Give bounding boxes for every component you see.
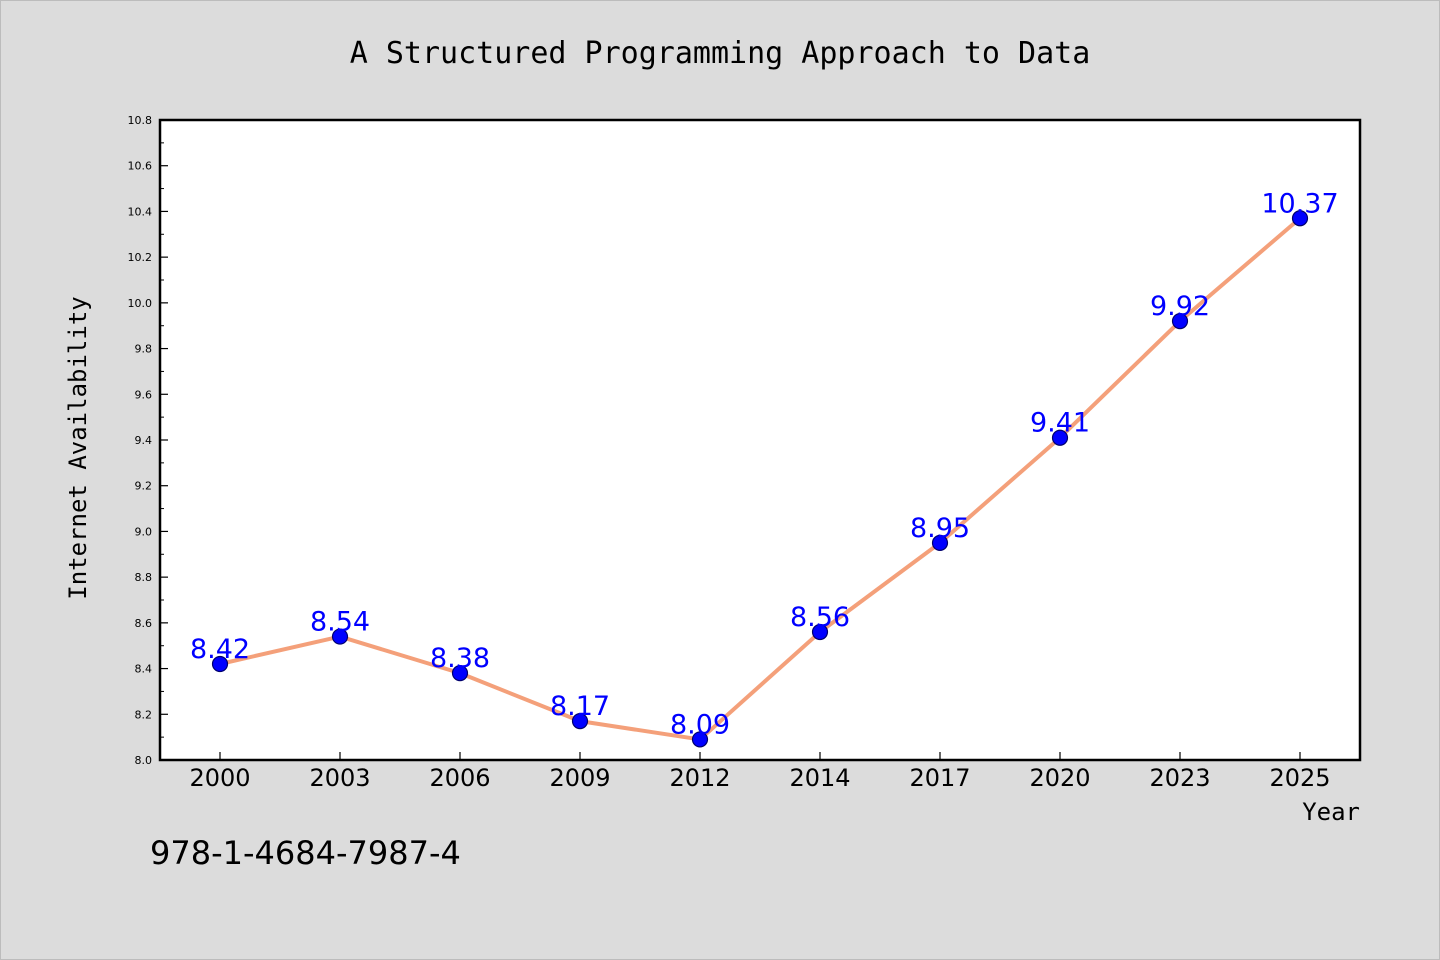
isbn-text: 978-1-4684-7987-4 — [150, 834, 461, 872]
x-tick-label: 2003 — [309, 764, 370, 792]
series-line-group — [219, 216, 1302, 742]
data-points — [211, 210, 1309, 748]
y-axis-label: Internet Availability — [64, 296, 92, 599]
data-labels: 8.42 8.54 8.38 8.17 8.09 8.56 8.95 9.41 9.92 10.3… — [190, 188, 1339, 740]
data-point — [451, 665, 469, 682]
y-tick-label: 9.6 — [135, 388, 153, 401]
data-label: 9.41 — [1030, 408, 1090, 439]
series-line — [219, 216, 1302, 742]
x-tick-label: 2017 — [909, 764, 970, 792]
x-tick-label: 2000 — [189, 764, 250, 792]
y-axis-ticks: 8.0 8.2 8.4 8.6 8.8 9.0 9.2 9.4 9.6 9.8 10.0 10.2 10… — [128, 114, 168, 767]
x-tick-label: 2012 — [669, 764, 730, 792]
data-label: 8.09 — [670, 709, 730, 740]
data-label: 8.17 — [550, 691, 610, 722]
data-label: 10.37 — [1261, 188, 1338, 219]
data-point — [211, 655, 229, 673]
y-tick-label: 10.6 — [128, 160, 153, 173]
data-label: 8.38 — [430, 643, 490, 674]
x-axis-ticks: 2000 2003 2006 2009 2012 2014 2017 2020 2023 2025 — [189, 752, 1331, 792]
data-label: 8.56 — [790, 602, 850, 633]
x-tick-label: 2014 — [789, 764, 850, 792]
y-tick-label: 10.4 — [128, 205, 153, 218]
data-point — [811, 623, 829, 641]
y-tick-label: 8.8 — [135, 571, 153, 584]
x-tick-label: 2023 — [1149, 764, 1210, 792]
y-tick-label: 9.2 — [135, 480, 153, 493]
x-tick-label: 2025 — [1269, 764, 1330, 792]
y-tick-label: 8.2 — [135, 708, 153, 721]
data-point — [691, 731, 709, 748]
data-label: 9.92 — [1150, 291, 1210, 322]
data-label: 8.42 — [190, 634, 250, 665]
y-tick-label: 9.8 — [135, 343, 153, 356]
data-point — [1291, 210, 1309, 227]
data-label: 8.95 — [910, 513, 970, 544]
y-tick-label: 10.2 — [128, 251, 153, 264]
data-point — [1171, 313, 1189, 330]
y-tick-label: 8.6 — [135, 617, 153, 630]
data-point — [931, 534, 949, 551]
y-tick-label: 9.0 — [135, 525, 153, 538]
x-tick-label: 2009 — [549, 764, 610, 792]
data-point — [331, 628, 349, 645]
y-tick-label: 10.8 — [128, 114, 153, 127]
y-tick-label: 8.4 — [135, 663, 153, 676]
y-tick-label: 8.0 — [135, 754, 153, 767]
plot-area — [158, 118, 1362, 762]
x-tick-label: 2006 — [429, 764, 490, 792]
data-point — [1051, 429, 1069, 446]
chart-title: A Structured Programming Approach to Dat… — [350, 36, 1091, 71]
x-axis-label: Year — [1302, 798, 1360, 826]
y-tick-label: 9.4 — [135, 434, 153, 447]
y-tick-label: 10.0 — [128, 297, 153, 310]
data-label: 8.54 — [310, 607, 370, 638]
data-point — [571, 713, 589, 730]
x-tick-label: 2020 — [1029, 764, 1090, 792]
